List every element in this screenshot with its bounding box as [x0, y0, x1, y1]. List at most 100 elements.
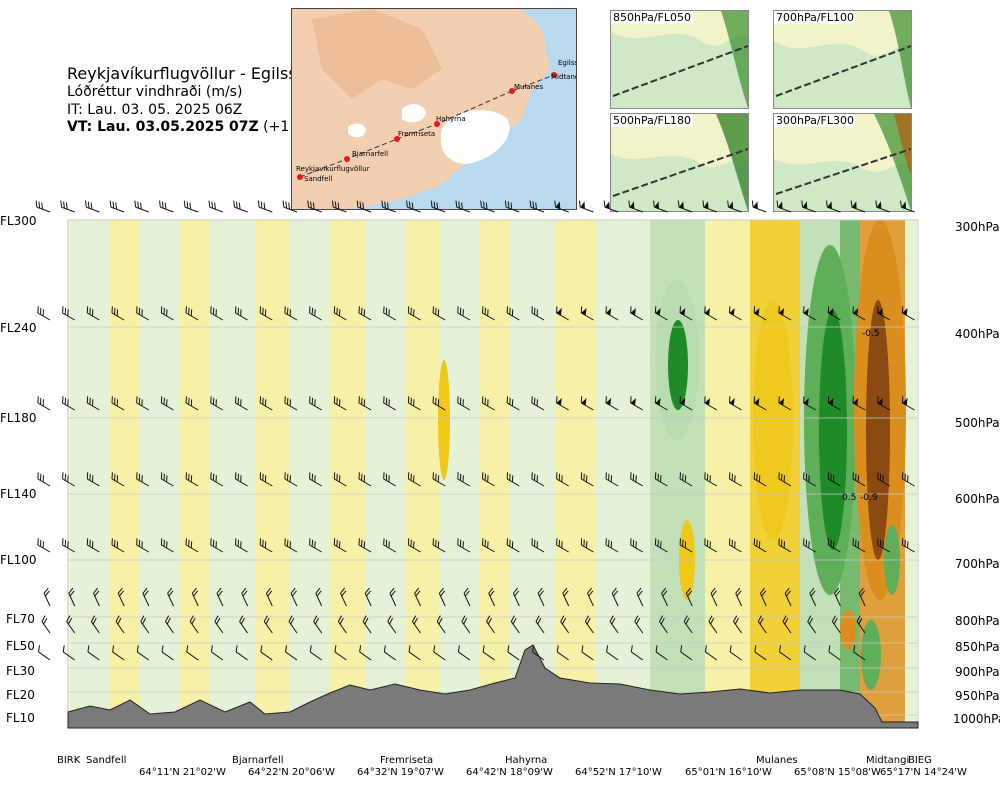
- wind-barb: [580, 538, 594, 553]
- wind-barb: [630, 538, 644, 553]
- wind-barb: [210, 472, 224, 487]
- downdraft-zone: [438, 360, 450, 480]
- wind-barb: [412, 615, 421, 634]
- wind-barb: [581, 645, 594, 661]
- wind-barb: [778, 306, 792, 321]
- wind-barb: [481, 396, 495, 411]
- wind-barb: [84, 200, 100, 213]
- wind-barb: [241, 587, 249, 607]
- wind-barb: [389, 587, 397, 607]
- wind-barb: [259, 538, 273, 553]
- pressure-label: 300hPa: [955, 220, 1000, 234]
- wind-barb: [432, 306, 446, 321]
- map-label: Fremriseta: [398, 130, 435, 138]
- wind-barb: [901, 396, 915, 411]
- wind-barb: [259, 306, 273, 321]
- wind-barb: [654, 306, 668, 321]
- wind-barb: [727, 200, 742, 213]
- wind-barb: [877, 396, 891, 411]
- wind-barb: [159, 200, 174, 213]
- wind-barb: [160, 396, 174, 411]
- wind-barb: [136, 396, 150, 411]
- highland-shape: [312, 9, 442, 99]
- wind-barb: [134, 200, 149, 213]
- wind-barb: [35, 200, 51, 213]
- panel-label: 300hPa/FL300: [774, 114, 857, 127]
- wind-barb: [414, 587, 421, 607]
- fl-label: FL300: [0, 214, 37, 228]
- wind-barb: [634, 615, 644, 634]
- fl-label: FL20: [6, 688, 35, 702]
- wind-barb: [165, 615, 174, 634]
- wind-barb: [480, 200, 495, 213]
- wind-barb: [432, 396, 446, 411]
- wind-barb: [605, 306, 619, 321]
- wind-barb: [136, 538, 150, 553]
- panel-300: 300hPa/FL300: [773, 113, 912, 212]
- wind-barb: [333, 306, 347, 321]
- wind-barb: [510, 615, 520, 634]
- wind-barb: [43, 587, 51, 607]
- wind-barb: [407, 306, 421, 321]
- wind-barb: [535, 615, 545, 634]
- chart-title: Reykjavíkurflugvöllur - Egilsstadir: [67, 64, 334, 83]
- wind-barb: [307, 200, 322, 213]
- wind-barb: [875, 200, 890, 213]
- wind-barb: [605, 538, 619, 553]
- valid-time-bold: VT: Lau. 03.05.2025 07Z: [67, 119, 259, 135]
- wind-barb: [606, 645, 619, 661]
- coordinate-label: 65°01'N 16°10'W: [685, 767, 772, 778]
- wind-barb: [115, 615, 125, 634]
- wind-barb: [704, 538, 718, 553]
- location-label: Mulanes: [756, 755, 798, 766]
- wind-barb: [481, 472, 495, 487]
- wind-barb: [587, 587, 594, 607]
- fl-label: FL240: [0, 321, 37, 335]
- wind-barb: [630, 645, 644, 661]
- wind-barb: [62, 472, 75, 487]
- downdraft-zone: [840, 610, 856, 650]
- map-point: [394, 136, 400, 142]
- map-point: [551, 72, 557, 78]
- wind-barb: [728, 472, 742, 487]
- wind-barb: [109, 200, 125, 213]
- wind-barb: [309, 306, 322, 321]
- wind-barb: [580, 306, 594, 321]
- fl-label: FL100: [0, 553, 37, 567]
- wind-barb: [778, 538, 792, 553]
- wind-barb: [235, 645, 248, 661]
- wind-barb: [556, 538, 569, 553]
- wind-barb: [877, 306, 891, 321]
- wind-barb: [356, 200, 372, 213]
- wind-barb: [654, 472, 668, 487]
- wind-barb: [161, 645, 174, 661]
- map-label: Reykjavikurflugvöllur: [296, 165, 370, 173]
- updraft-core: [668, 320, 688, 410]
- velocity-band: [905, 220, 918, 728]
- wind-barb: [827, 472, 841, 487]
- wind-barb: [358, 472, 372, 487]
- wind-barb: [486, 615, 496, 634]
- wind-barb: [827, 306, 841, 321]
- wind-barb: [853, 645, 866, 661]
- issue-time: IT: Lau. 03. 05. 2025 06Z: [67, 102, 243, 118]
- wind-barb: [578, 200, 594, 213]
- wind-barb: [38, 645, 51, 661]
- wind-barb: [290, 587, 298, 607]
- wind-barb: [504, 200, 520, 213]
- wind-barb: [803, 396, 816, 411]
- wind-barb: [858, 587, 866, 607]
- coordinate-label: 65°08'N 15°08'W: [794, 767, 881, 778]
- location-label: Fremriseta: [380, 755, 434, 766]
- wind-barb: [86, 472, 100, 487]
- wind-barb: [288, 615, 298, 634]
- wind-barb: [210, 538, 224, 553]
- wind-barb: [751, 200, 767, 213]
- wind-barb: [704, 306, 718, 321]
- wind-barb: [309, 472, 322, 487]
- wind-barb: [852, 472, 866, 487]
- coordinate-label: 64°11'N 21°02'W: [139, 767, 226, 778]
- wind-barb: [111, 306, 125, 321]
- velocity-band: [365, 220, 405, 728]
- wind-barb: [605, 472, 619, 487]
